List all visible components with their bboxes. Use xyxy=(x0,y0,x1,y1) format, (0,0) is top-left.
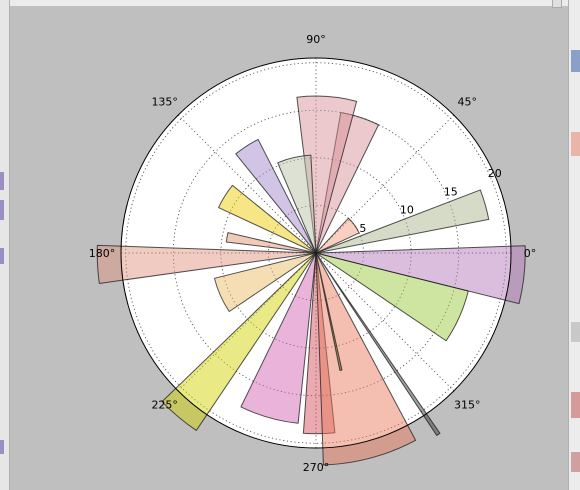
polar-bar xyxy=(315,217,360,254)
edge-mark xyxy=(571,392,580,418)
polar-bar xyxy=(315,189,490,254)
polar-bar xyxy=(225,232,317,254)
angle-tick-label: 135° xyxy=(151,96,178,109)
window-close-button[interactable] xyxy=(552,0,562,8)
edge-mark xyxy=(571,50,580,72)
angle-tick-label: 225° xyxy=(151,398,178,411)
angle-tick-labels: 0° 45° 90° 135° 180° 225° 270° 315° xyxy=(89,33,537,474)
polar-bar xyxy=(315,252,441,436)
edge-mark xyxy=(571,452,580,472)
radial-tick-labels: 5 10 15 20 xyxy=(359,167,501,235)
polar-bar xyxy=(315,252,417,466)
polar-axes-frame xyxy=(120,57,512,449)
polar-bar xyxy=(315,252,343,371)
angle-tick-label: 90° xyxy=(306,33,326,46)
edge-mark xyxy=(0,440,4,454)
edge-mark xyxy=(0,172,4,190)
polar-bars xyxy=(96,95,526,466)
angle-tick-label: 45° xyxy=(458,96,478,109)
polar-bar xyxy=(235,138,317,254)
radial-tick-label: 15 xyxy=(444,185,458,198)
edge-mark xyxy=(0,248,4,264)
window-right-strip xyxy=(568,0,580,490)
edge-mark xyxy=(571,322,580,342)
angle-tick-label: 270° xyxy=(303,461,330,474)
radial-gridline xyxy=(172,109,460,397)
angle-tick-label: 180° xyxy=(89,247,116,260)
angle-tick-label: 0° xyxy=(524,247,537,260)
polar-bar xyxy=(96,244,317,284)
radial-tick-label: 10 xyxy=(400,204,414,217)
polar-bar xyxy=(277,154,317,254)
window-left-edge xyxy=(0,0,10,490)
polar-bar xyxy=(315,111,380,254)
polar-bar xyxy=(296,95,358,254)
polar-bar xyxy=(218,184,317,254)
edge-mark xyxy=(0,200,4,220)
edge-mark xyxy=(571,132,580,156)
polar-bar xyxy=(213,252,317,313)
radial-gridline xyxy=(267,204,365,302)
polar-bar xyxy=(315,245,526,305)
polar-bar xyxy=(240,252,317,424)
polar-grid xyxy=(121,58,511,448)
angle-tick-label: 315° xyxy=(454,398,481,411)
radial-tick-label: 5 xyxy=(359,222,366,235)
polar-bar xyxy=(161,252,317,431)
radial-tick-label: 20 xyxy=(488,167,502,180)
